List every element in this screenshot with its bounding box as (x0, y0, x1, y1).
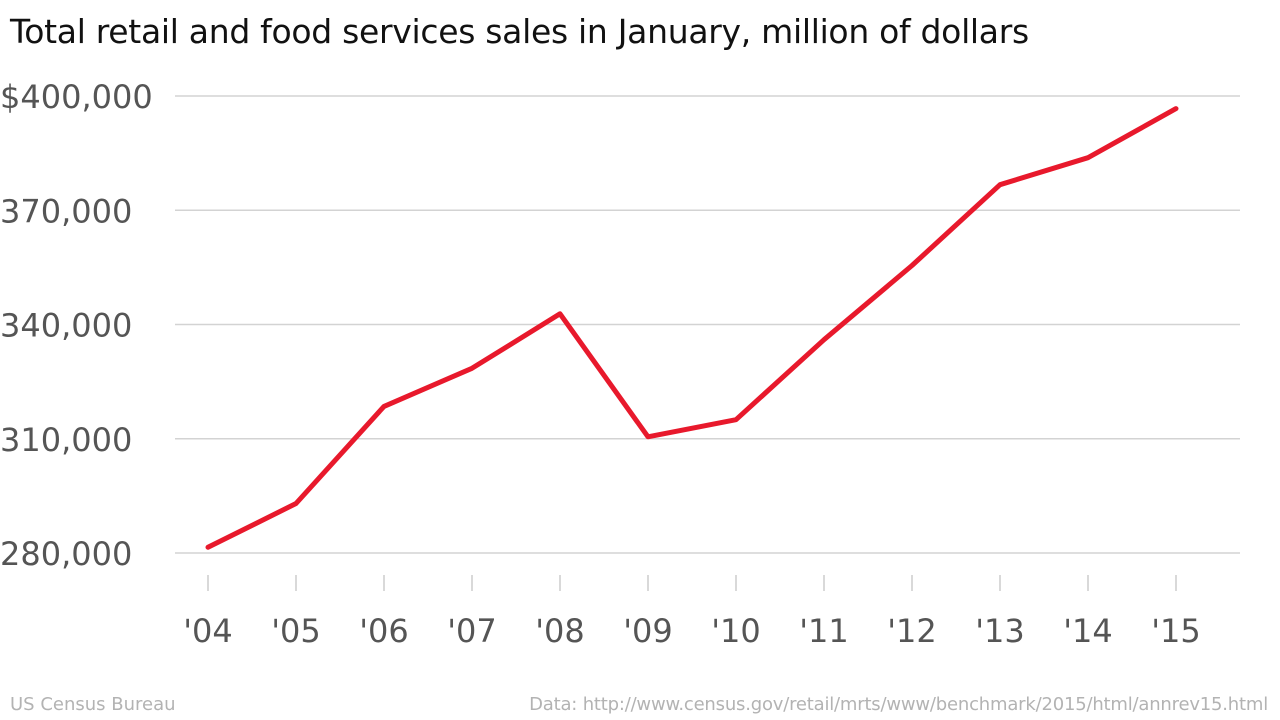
x-tick-label: '05 (271, 612, 321, 650)
data-point (736, 419, 737, 420)
data-point (472, 368, 473, 369)
x-tick-label: '11 (799, 612, 849, 650)
y-tick-label: 370,000 (0, 192, 132, 230)
chart-title: Total retail and food services sales in … (10, 12, 1029, 51)
y-tick-label: 340,000 (0, 307, 132, 345)
data-point (1000, 184, 1001, 185)
x-tick-label: '14 (1063, 612, 1113, 650)
x-tick-label: '10 (711, 612, 761, 650)
data-point (208, 547, 209, 548)
data-point (296, 503, 297, 504)
x-tick-label: '07 (447, 612, 497, 650)
data-point (824, 339, 825, 340)
y-tick-label: $400,000 (0, 78, 153, 116)
data-point (560, 313, 561, 314)
data-point (1176, 108, 1177, 109)
x-tick-label: '04 (183, 612, 233, 650)
data-point (912, 265, 913, 266)
y-tick-label: 280,000 (0, 535, 132, 573)
data-point (648, 436, 649, 437)
x-tick-label: '13 (975, 612, 1025, 650)
x-tick-label: '12 (887, 612, 937, 650)
data-point (1088, 157, 1089, 158)
series-line (205, 106, 1179, 550)
x-tick-label: '09 (623, 612, 673, 650)
data-point (384, 406, 385, 407)
data-source-note: Data: http://www.census.gov/retail/mrts/… (529, 694, 1268, 715)
x-tick-label: '06 (359, 612, 409, 650)
line-chart: 280,000 310,000 340,000 370,000 $400,000 '04 '… (0, 78, 1240, 650)
x-tick-label: '15 (1151, 612, 1201, 650)
y-tick-label: 310,000 (0, 421, 132, 459)
source-credit: US Census Bureau (10, 694, 176, 715)
x-tick-label: '08 (535, 612, 585, 650)
